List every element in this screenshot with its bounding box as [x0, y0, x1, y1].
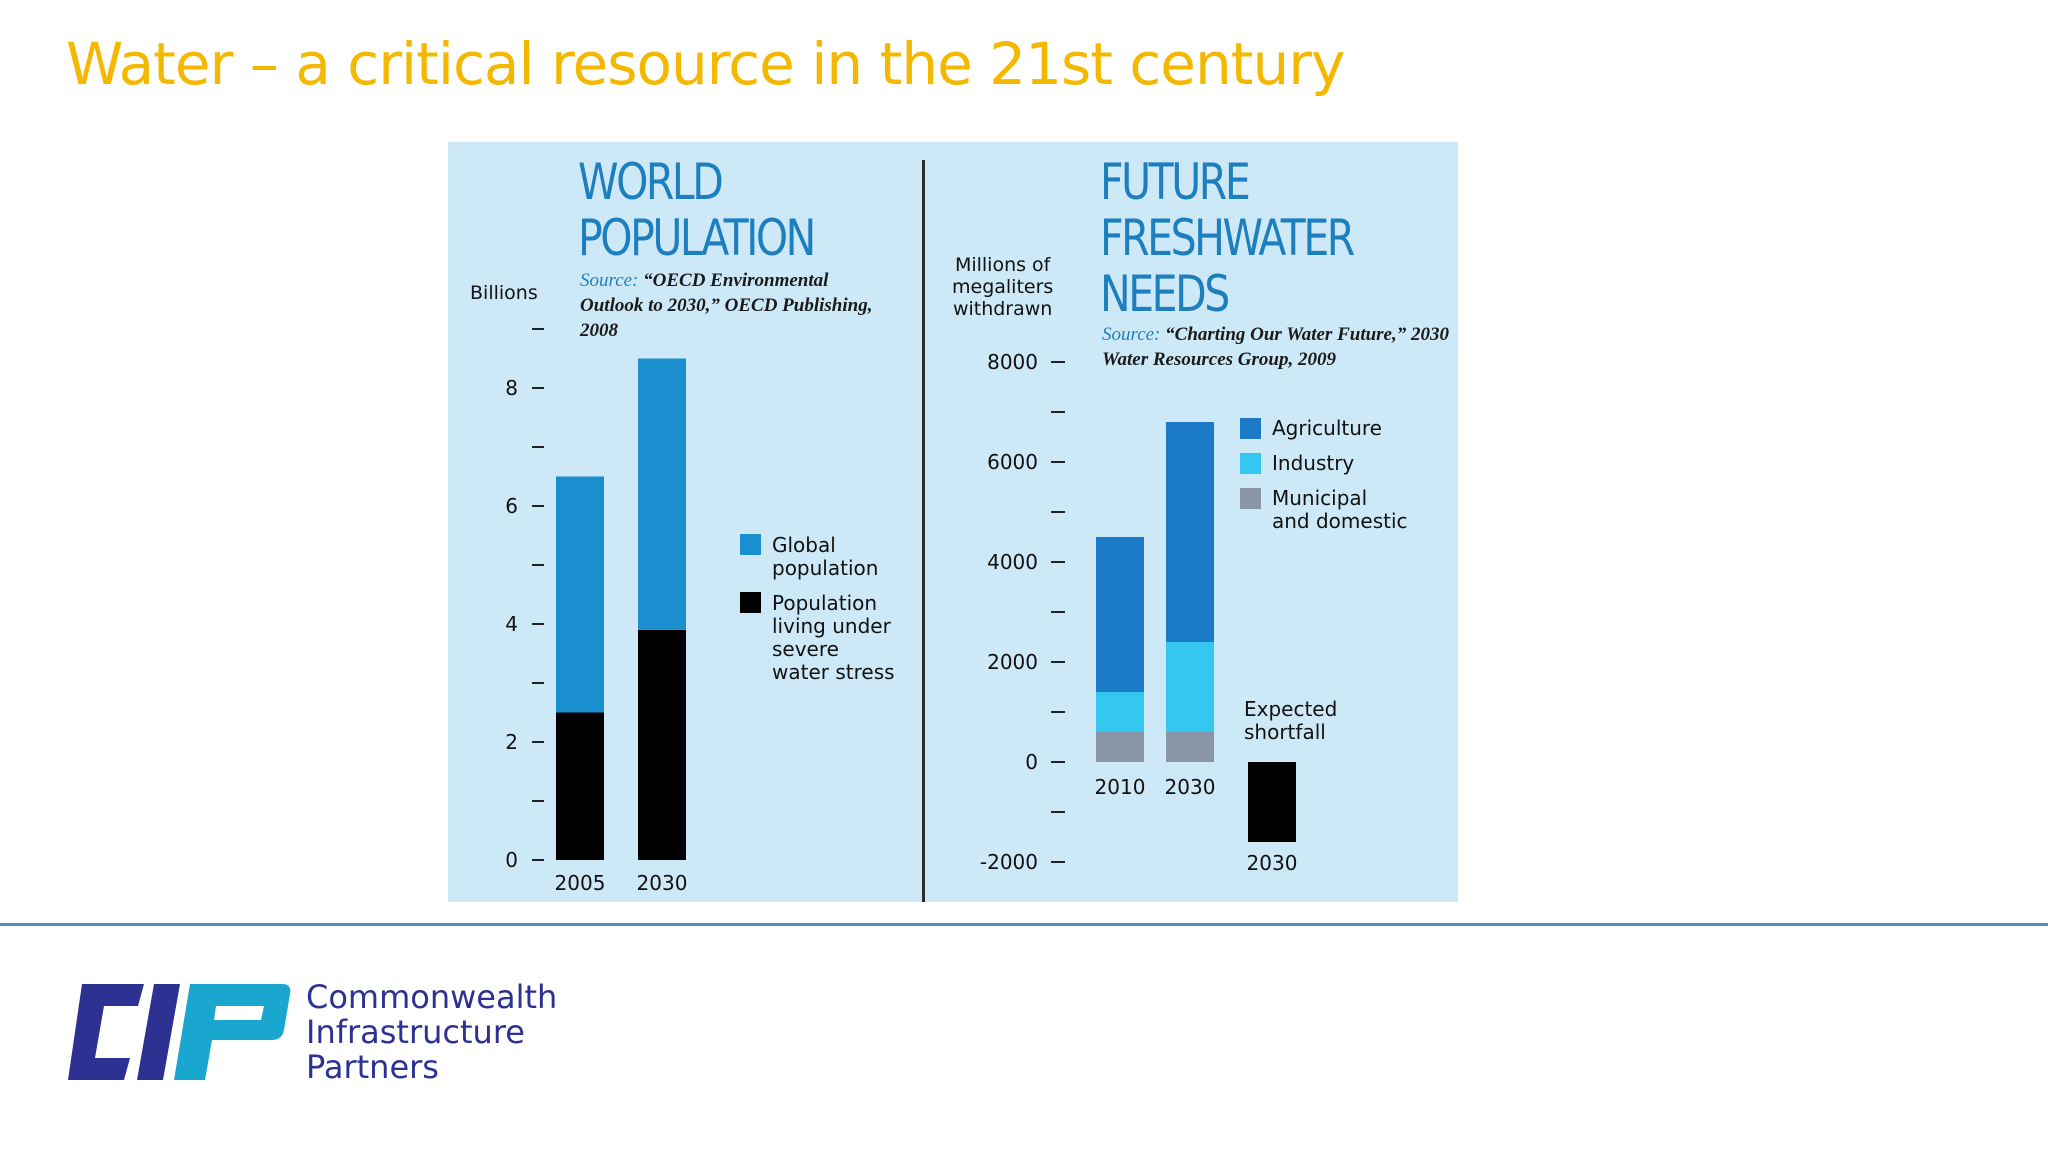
freshwater-source-text: “Charting Our Water Future,” 2030 Water … [1102, 324, 1449, 370]
population-y-tick-6: 6 [505, 494, 518, 518]
world-population-source: Source: “OECD Environmental Outlook to 2… [580, 268, 880, 343]
population-bar-2030-global-population [638, 358, 686, 630]
freshwater-unit-label: Millions of megaliters withdrawn [952, 254, 1054, 320]
legend-swatch-industry [1240, 453, 1261, 474]
legend-swatch-municipal [1240, 488, 1261, 509]
freshwater-x-label-2030: 2030 [1165, 775, 1216, 799]
logo-letter-c [68, 984, 144, 1080]
freshwater-source-label: Source: [1102, 324, 1161, 345]
shortfall-x-label-2030: 2030 [1247, 851, 1298, 875]
population-bar-2030-population-living-under-severe-water-stress [638, 629, 686, 860]
freshwater-y-tick-4000: 4000 [987, 550, 1038, 574]
panel-divider [922, 160, 925, 902]
freshwater-chart: -2000 0 2000 4000 6000 8000 2010 2030 Expectedsh… [980, 350, 1408, 875]
population-bar-2005-global-population [556, 476, 604, 713]
legend-label-global-population-line-2: population [772, 556, 878, 580]
world-population-source-label: Source: [580, 270, 639, 291]
legend-swatch-global-population [740, 534, 761, 555]
legend-label-agriculture-line-1: Agriculture [1272, 416, 1382, 440]
population-y-tick-8: 8 [505, 376, 518, 400]
legend-swatch-water-stress [740, 592, 761, 613]
population-y-tick-2: 2 [505, 730, 518, 754]
footer-rule [0, 923, 2048, 926]
freshwater-bar-2010-agriculture [1096, 537, 1144, 692]
legend-label-municipal-line-2: and domestic [1272, 509, 1408, 533]
world-population-headline: WORLD POPULATION [578, 153, 816, 267]
shortfall-bar-2030 [1248, 762, 1296, 842]
shortfall-label-line-2: shortfall [1244, 720, 1326, 744]
freshwater-x-label-2010: 2010 [1095, 775, 1146, 799]
legend-label-water-stress-line-3: severe [772, 637, 839, 661]
slide-title: Water – a critical resource in the 21st … [66, 30, 1345, 98]
cip-logo-mark [68, 984, 291, 1080]
population-unit-label: Billions [470, 282, 538, 304]
legend-label-water-stress-line-1: Population [772, 591, 877, 615]
shortfall-label-line-1: Expected [1244, 697, 1337, 721]
legend-swatch-agriculture [1240, 418, 1261, 439]
legend-label-municipal-line-1: Municipal [1272, 486, 1367, 510]
population-x-label-2005: 2005 [555, 871, 606, 895]
legend-label-global-population-line-1: Global [772, 533, 836, 557]
legend-label-industry-line-1: Industry [1272, 451, 1354, 475]
freshwater-headline: FUTURE FRESHWATER NEEDS [1100, 153, 1355, 323]
legend-label-water-stress-line-4: water stress [772, 660, 895, 684]
population-bar-2005-population-living-under-severe-water-stress [556, 712, 604, 860]
infographic: WORLD POPULATION Source: “OECD Environme… [448, 142, 1458, 902]
logo-letter-i [137, 984, 180, 1080]
world-population-source-text: “OECD Environmental Outlook to 2030,” OE… [580, 270, 873, 341]
freshwater-y-tick-0: 0 [1025, 750, 1038, 774]
freshwater-bar-2010-municipal-and-domestic [1096, 732, 1144, 762]
company-name: Commonwealth Infrastructure Partners [306, 978, 558, 1086]
freshwater-y-tick-2000: 2000 [987, 650, 1038, 674]
logo-letter-p [174, 984, 291, 1080]
freshwater-bar-2030-industry [1166, 642, 1214, 732]
freshwater-y-tick--2000: -2000 [980, 850, 1038, 874]
population-y-tick-0: 0 [505, 848, 518, 872]
population-y-tick-4: 4 [505, 612, 518, 636]
population-x-label-2030: 2030 [637, 871, 688, 895]
freshwater-bar-2010-industry [1096, 692, 1144, 732]
freshwater-bar-2030-municipal-and-domestic [1166, 732, 1214, 762]
freshwater-bar-2030-agriculture [1166, 422, 1214, 642]
freshwater-y-tick-6000: 6000 [987, 450, 1038, 474]
legend-label-water-stress-line-2: living under [772, 614, 892, 638]
freshwater-source: Source: “Charting Our Water Future,” 203… [1102, 322, 1452, 372]
freshwater-y-tick-8000: 8000 [987, 350, 1038, 374]
